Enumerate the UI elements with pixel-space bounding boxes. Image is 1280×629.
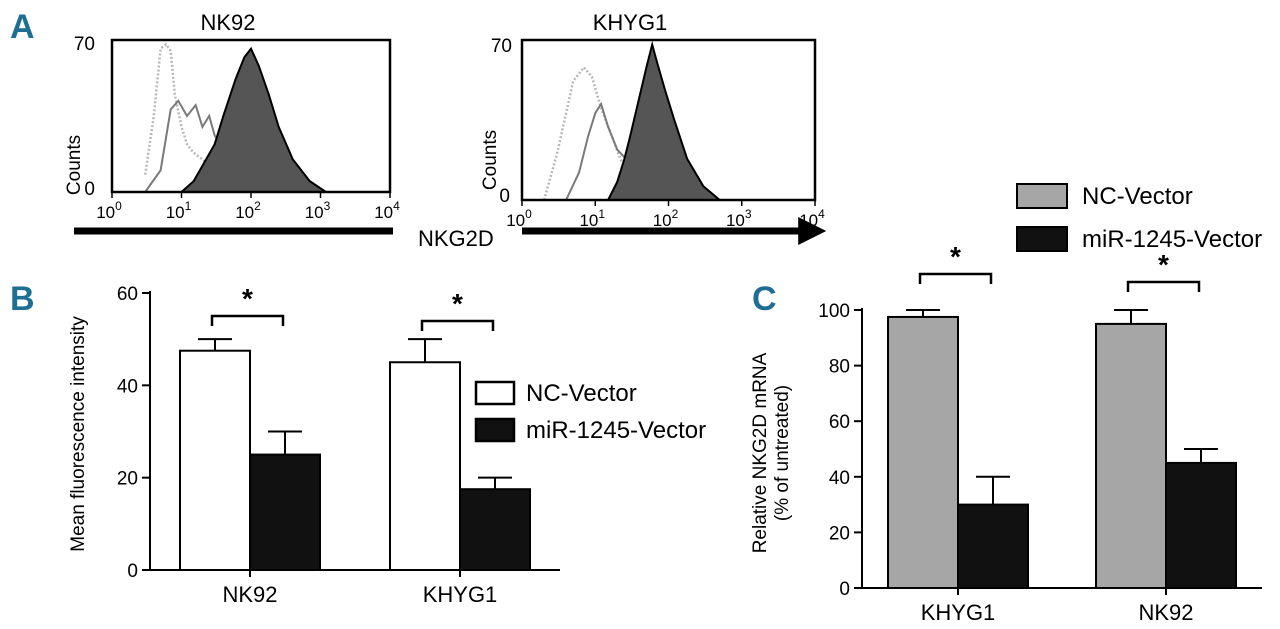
hist-ytick-bottom: 0 [84,179,95,200]
y-tick-label: 0 [127,561,138,582]
legend: NC-Vector miR-1245-Vector [474,380,706,444]
x-tick-label: 104 [799,207,825,230]
x-tick-exponent: 1 [598,207,605,221]
significance-star: * [452,288,463,319]
hist-ytick-bottom: 0 [499,186,510,207]
x-tick-label: 104 [374,199,400,222]
bar-nk92-nc [179,349,251,572]
panel-label-c: C [752,280,777,318]
x-tick-label: 103 [305,199,331,222]
significance-star: * [950,241,961,272]
x-tick-exponent: 4 [393,199,400,213]
y-tick-label: 40 [829,468,850,489]
bar-nk92-mir [249,453,321,572]
x-tick-label: 100 [506,207,532,230]
x-category-label: KHYG1 [921,600,996,625]
x-tick-exponent: 0 [525,207,532,221]
x-category-label: NK92 [1138,600,1193,625]
y-tick-label: 100 [818,301,850,322]
x-category-label: NK92 [222,582,277,607]
histogram-khyg1: KHYG1 Counts 70 0 100 101 102 103 104 [480,10,825,230]
x-tick-exponent: 4 [818,207,825,221]
x-tick-exponent: 1 [185,199,192,213]
legend-swatch-nc [1016,183,1068,209]
bar-chart-mfi: 0 20 40 60 NK92 * KHYG1 * Mean fluorescence int… [68,283,706,607]
y-tick-label: 80 [829,357,850,378]
x-tick-exponent: 2 [672,207,679,221]
hist-title: KHYG1 [593,10,668,35]
significance-bracket [210,314,285,326]
legend-label-mir: miR-1245-Vector [526,417,706,444]
legend-swatch-nc [474,380,516,406]
x-tick-label: 101 [579,207,605,230]
x-category-label: KHYG1 [423,582,498,607]
bar-khyg1-mir [459,488,531,572]
hist-ylabel: Counts [480,130,501,190]
histogram-series-control-dotted [542,65,669,202]
legend-swatch-mir [1016,226,1068,252]
bar-nk92-mir [1165,461,1237,589]
x-tick-exponent: 2 [254,199,261,213]
y-tick-label: 0 [839,579,850,600]
y-tick-label: 40 [117,376,138,397]
significance-bracket [420,319,495,331]
hist-ytick-top: 70 [491,36,512,57]
x-tick-exponent: 3 [745,207,752,221]
legend-label-nc: NC-Vector [1082,183,1193,210]
histogram-series-NKG2D-stained [606,40,723,201]
hist-ytick-top: 70 [74,34,95,55]
histogram-series-NKG2D-stained [178,46,330,193]
bar-chart-mrna: 0 20 40 60 80 100 KHYG1 * NK92 * Relative NKG2D m… [750,183,1262,625]
hist-title: NK92 [200,10,255,35]
panel-label-b: B [10,280,35,318]
legend-swatch-mir [474,417,516,443]
hist-ylabel: Counts [64,135,85,195]
bar-khyg1-nc [887,315,959,589]
x-tick-label: 102 [235,199,261,222]
hist-frame [520,38,817,202]
legend-label-mir: miR-1245-Vector [1082,226,1262,253]
bar-ylabel-2: (% of untreated) [772,385,793,521]
hist-frame [110,38,392,194]
x-tick-label: 103 [726,207,752,230]
bar-ylabel: Relative NKG2D mRNA [750,352,771,553]
significance-bracket [1126,280,1201,292]
panel-label-a: A [10,8,35,46]
x-tick-exponent: 0 [115,199,122,213]
y-tick-label: 60 [117,284,138,305]
nkg2d-axis-label: NKG2D [418,226,494,251]
y-tick-label: 20 [117,469,138,490]
significance-star: * [1158,249,1169,280]
significance-star: * [242,283,253,314]
bar-nk92-nc [1095,322,1167,589]
legend: NC-Vector miR-1245-Vector [1016,183,1262,253]
bar-ylabel: Mean fluorescence intensity [68,316,89,552]
bar-khyg1-mir [957,503,1029,590]
significance-bracket [918,272,993,284]
histogram-nk92: NK92 Counts 70 0 100 101 102 103 104 [64,10,400,222]
y-tick-label: 20 [829,523,850,544]
x-tick-label: 101 [166,199,192,222]
bar-khyg1-nc [389,361,461,571]
x-tick-exponent: 3 [324,199,331,213]
x-tick-label: 100 [96,199,122,222]
x-tick-label: 102 [653,207,679,230]
y-tick-label: 60 [829,412,850,433]
legend-label-nc: NC-Vector [526,380,637,407]
